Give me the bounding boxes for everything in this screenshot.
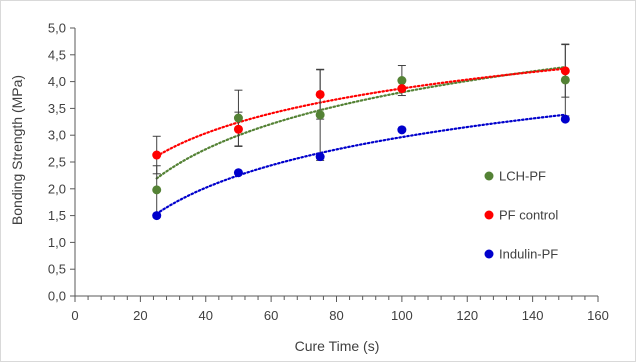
- x-tick-label: 20: [133, 308, 147, 323]
- y-axis-title: Bonding Strength (MPa): [9, 75, 25, 225]
- x-tick-label: 140: [522, 308, 544, 323]
- legend-marker: [484, 210, 494, 220]
- y-tick-label: 4,0: [48, 74, 66, 89]
- y-tick-label: 4,5: [48, 47, 66, 62]
- data-point: [397, 76, 407, 86]
- x-tick-label: 100: [391, 308, 413, 323]
- data-points: [152, 66, 570, 221]
- data-point: [233, 168, 243, 178]
- x-tick-label: 40: [199, 308, 213, 323]
- x-axis-title: Cure Time (s): [295, 338, 380, 354]
- data-point: [560, 66, 570, 76]
- x-tick-label: 0: [71, 308, 78, 323]
- legend-label: PF control: [499, 208, 558, 223]
- y-tick-label: 1,5: [48, 208, 66, 223]
- data-point: [397, 84, 407, 94]
- y-tick-label: 3,5: [48, 101, 66, 116]
- x-tick-label: 160: [587, 308, 609, 323]
- trendline: [155, 67, 567, 158]
- data-point: [315, 89, 325, 99]
- y-tick-label: 0,5: [48, 262, 66, 277]
- legend-label: LCH-PF: [499, 169, 546, 184]
- data-point: [152, 150, 162, 160]
- trendline: [155, 113, 567, 215]
- x-tick-label: 120: [456, 308, 478, 323]
- data-point: [152, 211, 162, 221]
- data-point: [233, 124, 243, 134]
- y-tick-label: 2,0: [48, 181, 66, 196]
- data-point: [397, 125, 407, 135]
- data-point: [560, 75, 570, 85]
- y-tick-label: 0,0: [48, 289, 66, 304]
- y-tick-label: 3,0: [48, 128, 66, 143]
- data-point: [233, 113, 243, 123]
- y-tick-label: 1,0: [48, 235, 66, 250]
- y-tick-label: 2,5: [48, 155, 66, 170]
- data-point: [315, 110, 325, 120]
- legend-label: Indulin-PF: [499, 247, 558, 262]
- x-tick-label: 60: [264, 308, 278, 323]
- data-point: [315, 152, 325, 162]
- data-point: [560, 114, 570, 124]
- axes: 0,0 0,5 1,0 1,5 2,0 2,5 3,0 3,5 4,0 4,5 5,0 0 20 40 60…: [48, 21, 609, 324]
- legend-marker: [484, 249, 494, 259]
- legend: LCH-PF PF control Indulin-PF: [484, 169, 558, 262]
- data-point: [152, 185, 162, 195]
- y-tick-label: 5,0: [48, 21, 66, 36]
- legend-marker: [484, 171, 494, 181]
- x-tick-label: 80: [329, 308, 343, 323]
- trendlines: [155, 65, 567, 215]
